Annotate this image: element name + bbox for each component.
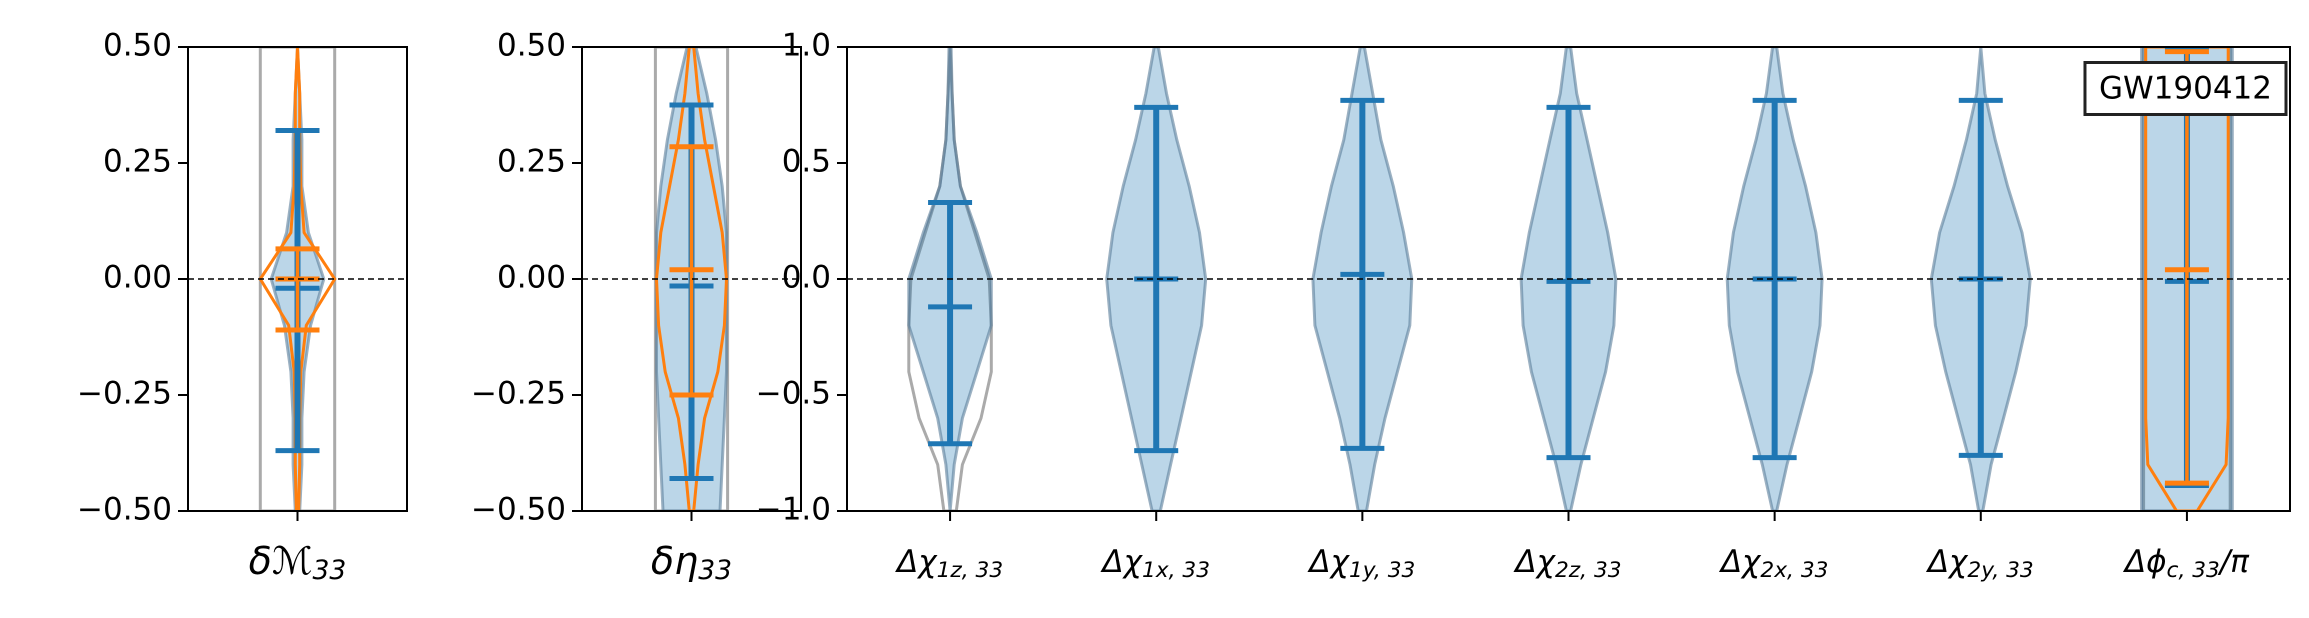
panel: −0.50 −0.25 0.00 0.25 0.50 δℳ33: [77, 28, 408, 586]
violin: [654, 47, 729, 511]
x-tick-label: δη33: [651, 539, 732, 586]
x-tick-label-part: 1y, 33: [1349, 558, 1415, 583]
y-tick-label: −1.0: [756, 492, 831, 528]
x-tick-label-part: 33: [313, 555, 347, 586]
violin: [2144, 47, 2230, 511]
annotation: GW190412: [2099, 71, 2272, 107]
y-tick-label: −0.50: [471, 492, 566, 528]
x-tick-label: Δχ1x, 33: [1100, 544, 1210, 584]
y-tick-label: 0.0: [782, 260, 831, 296]
x-tick-label-part: /π: [2217, 544, 2250, 580]
x-tick-label-part: Δχ: [1100, 544, 1143, 580]
y-tick-label: −0.5: [756, 376, 831, 412]
x-tick-label-part: Δχ: [1307, 544, 1350, 580]
plot-area: [907, 47, 2234, 511]
violin: [2142, 47, 2232, 511]
y-tick-label: −0.25: [77, 376, 172, 412]
x-tick-label-part: Δχ: [1513, 544, 1556, 580]
x-tick-label-part: Δχ: [895, 544, 938, 580]
panel: −0.50 −0.25 0.00 0.25 0.50 δη33: [471, 28, 802, 586]
x-tick-label-part: 2y, 33: [1967, 558, 2033, 583]
x-tick-label-part: 33: [698, 555, 732, 586]
x-tick-label-part: δη: [651, 539, 698, 583]
x-tick-label-part: 1x, 33: [1142, 558, 1210, 583]
y-tick-label: 1.0: [782, 28, 831, 64]
annotation-box: [2083, 61, 2288, 116]
y-tick-label: −0.50: [77, 492, 172, 528]
x-tick-label: Δχ2x, 33: [1719, 544, 1829, 584]
x-tick-label-part: δℳ: [249, 539, 313, 583]
y-tick-label: 0.5: [782, 144, 831, 180]
y-tick-label: 0.00: [103, 260, 172, 296]
y-tick-label: −0.25: [471, 376, 566, 412]
x-tick-label-part: c, 33: [2167, 558, 2220, 583]
y-tick-label: 0.25: [103, 144, 172, 180]
x-tick-label: Δχ2y, 33: [1926, 544, 2034, 584]
x-tick-label-part: Δχ: [1719, 544, 1762, 580]
x-tick-label-part: 2z, 33: [1555, 558, 1622, 583]
violin: [258, 47, 337, 511]
y-tick-label: 0.50: [103, 28, 172, 64]
x-tick-label: Δχ1y, 33: [1307, 544, 1415, 584]
x-tick-label-part: 1z, 33: [937, 558, 1004, 583]
x-tick-label-part: Δϕ: [2123, 544, 2167, 580]
y-tick-label: 0.25: [497, 144, 566, 180]
x-tick-label: Δχ1z, 33: [895, 544, 1003, 584]
y-tick-label: 0.00: [497, 260, 566, 296]
x-tick-label-part: Δχ: [1926, 544, 1969, 580]
y-tick-label: 0.50: [497, 28, 566, 64]
x-tick-label: δℳ33: [249, 539, 347, 586]
x-tick-label: Δχ2z, 33: [1513, 544, 1621, 584]
plot-area: [653, 47, 730, 511]
x-tick-label-part: 2x, 33: [1760, 558, 1828, 583]
x-tick-label: Δϕc, 33/π: [2123, 544, 2250, 584]
